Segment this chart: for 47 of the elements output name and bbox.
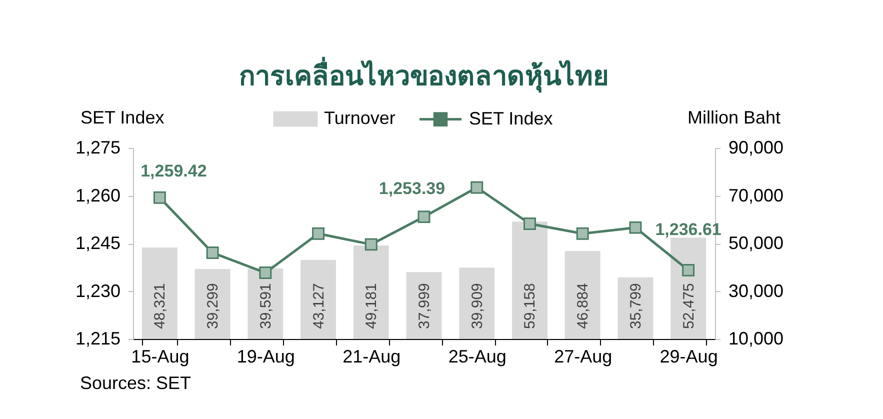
legend-label: SET Index — [469, 108, 553, 128]
y-tick-label: 1,215 — [75, 328, 120, 348]
y-tick-label: 1,245 — [75, 233, 120, 253]
point — [470, 181, 484, 194]
point — [153, 191, 166, 204]
x-tick-label: 21-Aug — [342, 346, 401, 366]
data-label: 39,591 — [257, 283, 274, 329]
x-tick-label: 29-Aug — [660, 346, 718, 366]
point — [312, 227, 325, 240]
point — [629, 221, 642, 234]
data-label: 37,999 — [416, 283, 433, 329]
point — [523, 218, 536, 230]
data-label: 43,127 — [310, 283, 328, 329]
x-tick-label: 25-Aug — [448, 346, 506, 366]
data-label: 35,799 — [627, 283, 644, 329]
point — [206, 246, 219, 259]
data-label: 1,253.39 — [378, 178, 446, 198]
x-tick-label: 27-Aug — [554, 346, 612, 366]
data-label: 46,884 — [574, 283, 592, 329]
y2-tick-label: 90,000 — [728, 138, 784, 158]
data-label: 49,181 — [363, 283, 380, 329]
y2-tick-label: 30,000 — [728, 280, 784, 301]
data-label: 39,909 — [468, 283, 486, 329]
y2-tick-label: 50,000 — [728, 233, 784, 253]
point — [576, 227, 589, 240]
data-label: 1,259.42 — [140, 162, 207, 181]
data-label: 1,236.61 — [655, 220, 722, 240]
data-label: 48,321 — [152, 283, 169, 329]
x-tick-label: 19-Aug — [236, 346, 295, 366]
y-tick-label: 1,275 — [75, 138, 120, 158]
y2-tick-label: 10,000 — [728, 328, 784, 348]
data-label: 39,299 — [204, 283, 222, 329]
point — [364, 238, 378, 251]
y2-tick-label: 70,000 — [728, 185, 784, 206]
y-axis-title: SET Index — [80, 108, 164, 128]
chart-title: การเคลื่อนไหวของตลาดหุ้นไทย — [239, 56, 609, 93]
y2-axis-title: Million Baht — [688, 108, 781, 128]
y-tick-label: 1,230 — [75, 280, 120, 301]
legend-label: Turnover — [324, 108, 396, 128]
data-label: 52,475 — [680, 283, 698, 329]
data-label: 59,158 — [522, 283, 539, 329]
point — [259, 266, 272, 280]
source-note: Sources: SET — [80, 372, 192, 394]
x-tick-label: 15-Aug — [131, 346, 190, 366]
point — [682, 264, 695, 276]
point — [418, 210, 430, 224]
y-tick-label: 1,260 — [75, 185, 120, 206]
